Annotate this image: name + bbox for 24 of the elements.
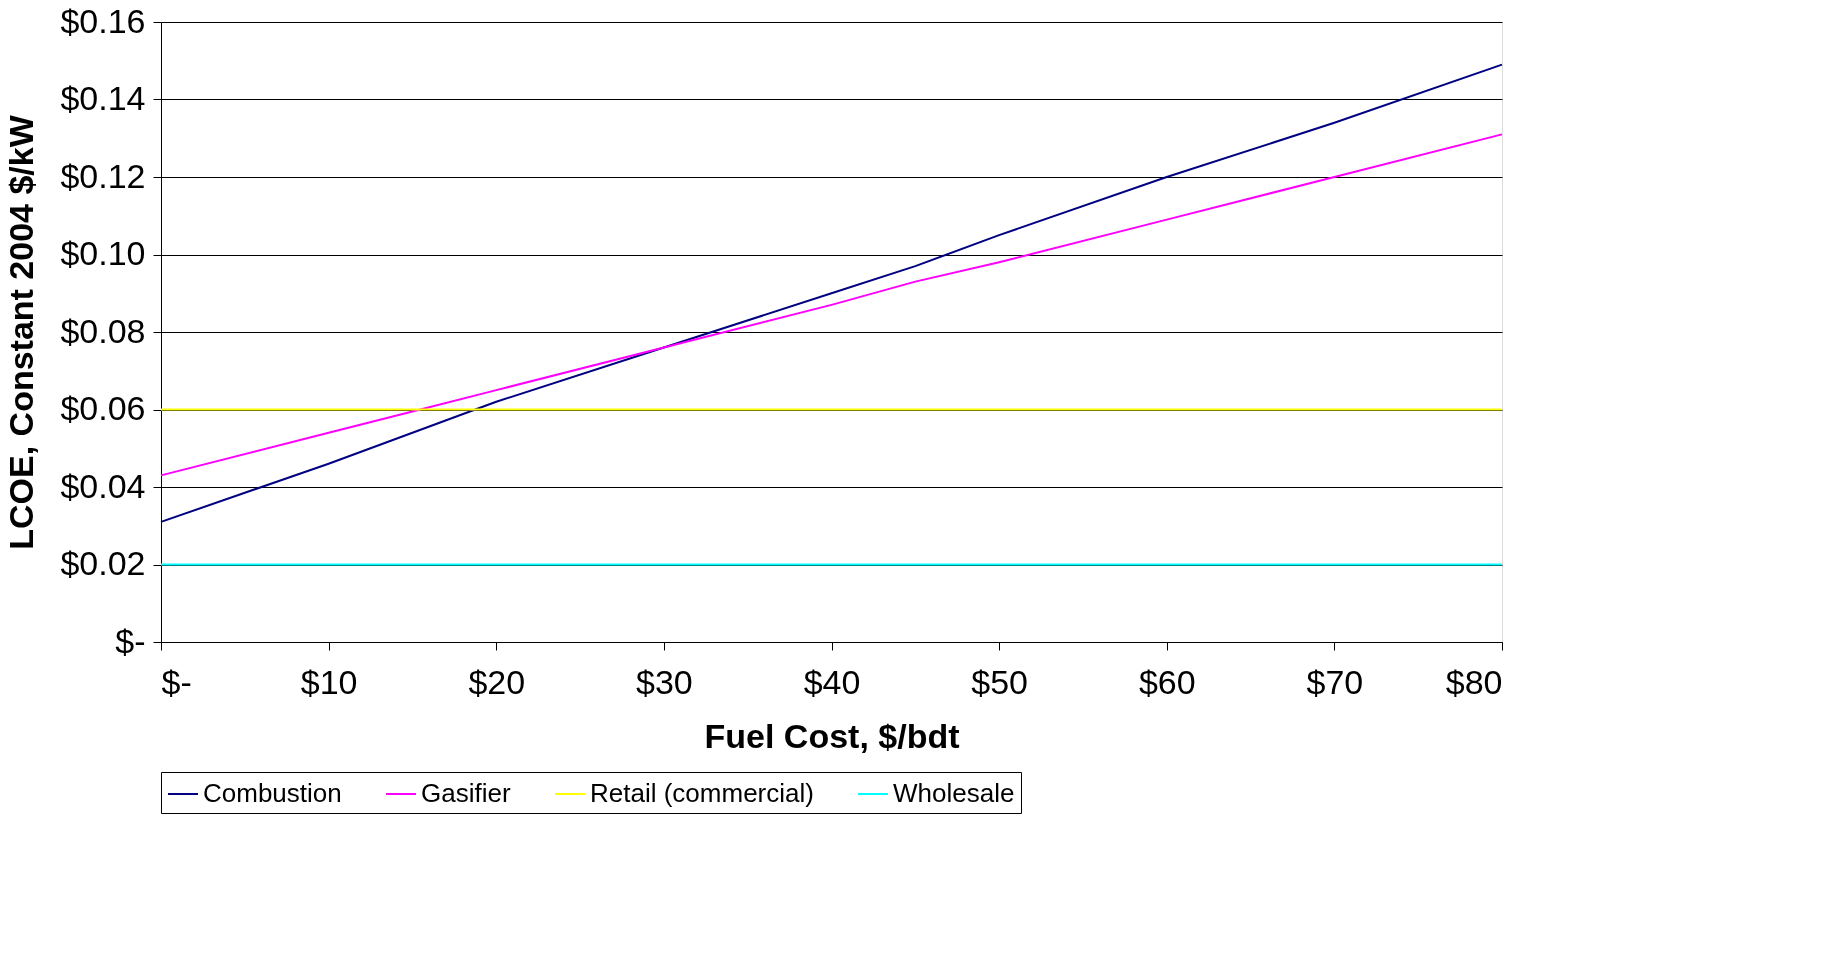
y-tick-label: $- bbox=[115, 621, 146, 660]
y-tick-label: $0.16 bbox=[60, 1, 146, 40]
y-tick-label: $0.14 bbox=[60, 79, 146, 117]
x-axis-title: Fuel Cost, $/bdt bbox=[704, 716, 960, 755]
x-tick-label: $20 bbox=[468, 662, 526, 701]
legend-label: Combustion bbox=[203, 778, 342, 808]
legend-label: Wholesale bbox=[893, 778, 1015, 808]
x-tick-label: $60 bbox=[1138, 662, 1196, 701]
x-tick-label: $40 bbox=[803, 662, 861, 701]
x-tick-label: $70 bbox=[1306, 662, 1364, 701]
y-axis-title: LCOE, Constant 2004 $/kW bbox=[2, 114, 41, 550]
legend-label: Retail (commercial) bbox=[590, 778, 814, 808]
x-tick-label: $30 bbox=[636, 662, 693, 701]
y-tick-label: $0.02 bbox=[60, 544, 146, 582]
y-tick-label: $0.12 bbox=[60, 156, 146, 195]
y-tick-label: $0.10 bbox=[60, 234, 146, 272]
x-tick-label: $50 bbox=[971, 662, 1028, 701]
y-tick-label: $0.06 bbox=[60, 389, 146, 427]
y-tick-label: $0.04 bbox=[60, 466, 146, 505]
legend-label: Gasifier bbox=[421, 778, 511, 808]
x-tick-label: $80 bbox=[1445, 662, 1503, 701]
x-tick-label: $10 bbox=[300, 662, 358, 701]
y-tick-label: $0.08 bbox=[60, 311, 146, 350]
x-tick-label: $- bbox=[161, 662, 192, 701]
